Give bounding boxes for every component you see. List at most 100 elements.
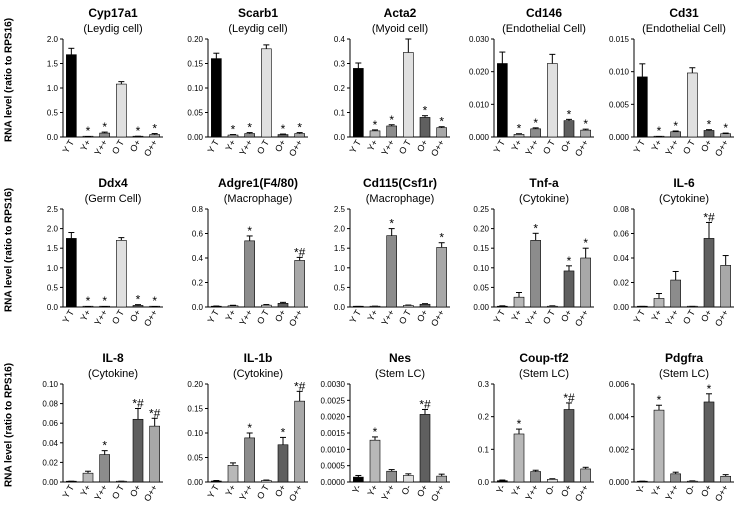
y-tick-label: 0.02 [42,458,58,467]
bar-0 [66,238,77,308]
bar-4 [419,414,431,483]
significance-1: * [86,294,91,308]
x-tick-label: O+ [273,483,288,499]
bar-2 [670,279,681,308]
x-tick-label: O+ [273,138,288,154]
chart-title: Tnf-a [529,176,559,190]
y-tick-label: 0.02 [613,279,629,288]
y-tick-label: 0.00 [187,478,203,487]
y-tick-label: 0.08 [42,400,58,409]
y-tick-label: 0.0000 [321,478,346,487]
x-tick-label: O+ [415,483,430,499]
y-tick-label: 0.3 [334,60,346,69]
chart-ddx4: Ddx4(Germ Cell)0.00.51.01.52.02.5Y T*Y+*… [47,176,163,328]
significance-1: * [373,425,378,439]
x-tick-label: Y+ [649,308,663,323]
bar-2 [386,125,397,138]
x-tick-label: Y++ [92,308,109,327]
x-tick-label: O T [397,138,413,156]
x-tick-label: O+ [559,308,574,324]
chart-cd31: Cd31 (Endothelial Cell) 0.000 0.005 0.010 0.0… [609,6,734,158]
x-tick-label: Y T [348,308,364,325]
y-tick-label: 0.10 [473,264,489,273]
y-tick-label: 0.00 [187,133,203,142]
significance-5: *# [149,406,161,420]
y-tick-label: 0.0030 [321,380,346,389]
x-tick-label: Y+ [78,138,92,153]
significance-1: * [657,393,662,407]
x-tick-label: Y+ [223,308,237,323]
chart-title: IL-1b [244,351,273,365]
bar-4 [703,238,715,308]
bar-4 [132,418,144,483]
significance-5: * [152,294,157,308]
chart-scarb1: Scarb1 (Leydig cell) 0.00 0.05 0.10 0.15 0.20 Y… [187,6,308,158]
y-tick-label: 1.5 [47,60,59,69]
chart-coup-tf2: Coup-tf2 (Stem LC) 0.0 0.1 0.2 0.3 Y- * Y+ Y++ O- *… [478,351,594,503]
bar-0 [497,63,508,138]
y-tick-label: 0.4 [334,35,346,44]
bar-5 [149,425,160,483]
significance-2: * [247,224,252,238]
x-tick-label: O+ [699,308,714,324]
x-tick-label: O++ [142,308,159,328]
significance-4: * [567,107,572,121]
x-tick-label: O++ [429,138,446,158]
bar-2 [99,454,110,483]
y-tick-label: 0.2 [192,279,204,288]
chart-title: Pdgfra [665,351,703,365]
bar-3 [116,240,127,308]
chart-subtitle: (Stem LC) [519,368,569,380]
y-tick-label: 0.25 [473,205,489,214]
x-tick-label: O T [110,483,126,501]
bar-3 [261,304,272,308]
x-tick-label: Y+ [649,138,663,153]
significance-5: * [439,115,444,129]
significance-2: * [389,217,394,231]
y-tick-label: 0.05 [187,109,203,118]
x-tick-label: O+ [128,483,143,499]
bar-1 [227,465,239,483]
y-tick-label: 0.8 [192,205,204,214]
x-tick-label: Y+ [365,308,379,323]
significance-1: * [373,118,378,132]
y-tick-label: 1.0 [47,264,59,273]
significance-4: *# [703,210,715,224]
bar-2 [244,437,255,483]
bar-0 [497,480,508,483]
chart-il-8: IL-8 (Cytokine) 0.00 0.02 0.04 0.06 0.08 0.10 Y … [42,351,163,503]
significance-5: * [439,231,444,245]
x-tick-label: O+ [273,308,288,324]
y-tick-label: 0.00 [42,478,58,487]
x-tick-label: O- [543,483,557,497]
y-tick-label: 0.05 [473,283,489,292]
chart-subtitle: (Macrophage) [224,193,292,205]
significance-4: * [136,124,141,138]
chart-pdgfra: Pdgfra (Stem LC) 0.000 0.002 0.004 0.006 Y- * Y+… [609,351,734,503]
bar-0 [211,480,222,483]
bar-3 [261,480,272,483]
y-tick-label: 0.010 [469,100,490,109]
bar-0 [353,68,364,138]
y-tick-label: 0.04 [613,254,629,263]
y-tick-label: 0.005 [609,100,630,109]
x-tick-label: Y++ [663,483,680,502]
y-tick-label: 2.5 [47,205,59,214]
y-tick-label: 0.0015 [321,429,346,438]
bar-5 [294,260,305,308]
chart-subtitle: (Myoid cell) [372,23,428,35]
bar-5 [720,475,731,483]
x-tick-label: Y+ [649,483,663,498]
x-tick-label: O T [255,308,271,326]
bar-0 [211,58,222,138]
bar-3 [547,63,558,138]
significance-5: * [152,122,157,136]
y-tick-label: 0.006 [609,380,630,389]
chart-il-1b: IL-1b(Cytokine)0.000.050.100.150.20Y T Y+… [187,351,308,503]
x-tick-label: Y T [61,138,77,155]
y-tick-label: 1.5 [334,244,346,253]
x-tick-label: Y+ [78,308,92,323]
chart-subtitle: (Stem LC) [375,368,425,380]
chart-acta2: Acta2(Myoid cell)0.00.10.20.30.4Y T*Y+*Y… [334,6,450,158]
